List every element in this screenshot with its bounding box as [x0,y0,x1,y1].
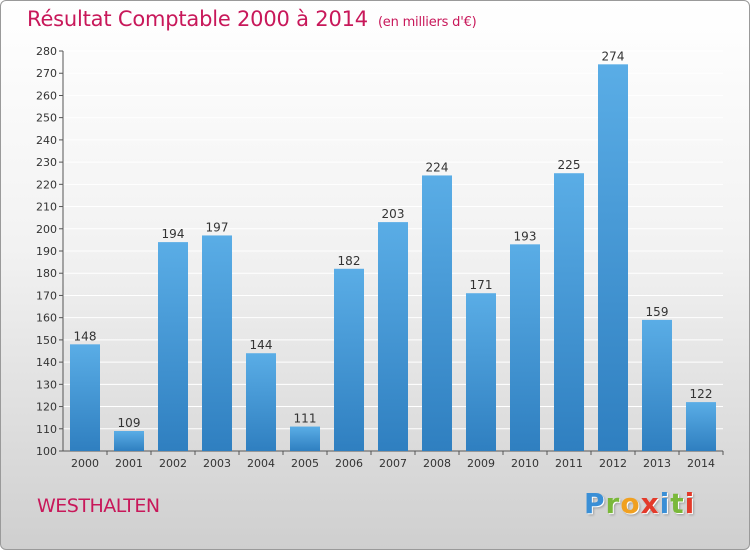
x-tick-label: 2012 [599,457,627,470]
bar-2006 [334,268,364,451]
y-tick-label: 260 [36,89,57,102]
data-labels: 148 109 194 197 144 111 182 203 224 171 193 225 274 1… [74,49,713,430]
data-label: 225 [558,158,581,172]
y-tick-labels: 100 110 120 130 140 150 160 170 180 190 200 210 220 2… [36,45,57,458]
data-label: 203 [382,207,405,221]
logo-letter: P [584,487,606,520]
bar-2011 [554,173,584,451]
data-label: 197 [206,220,229,234]
y-tick-label: 270 [36,67,57,80]
bar-2013 [642,319,672,451]
title-text: Résultat Comptable 2000 à 2014 [27,7,368,31]
y-tick-label: 160 [36,312,57,325]
data-label: 194 [162,227,185,241]
y-tick-label: 170 [36,289,57,302]
logo-letter: i [684,487,696,520]
x-tick-label: 2000 [71,457,99,470]
x-tick-label: 2011 [555,457,583,470]
data-label: 111 [294,412,317,426]
data-label: 159 [646,305,669,319]
x-tick-label: 2014 [687,457,715,470]
bar-2003 [202,235,232,451]
y-tick-label: 150 [36,334,57,347]
unit-label: (en milliers d'€) [377,15,477,30]
data-label: 224 [426,160,449,174]
bar-2002 [158,242,188,451]
chart-title: Résultat Comptable 2000 à 2014 (en millie… [27,7,477,31]
y-tick-label: 130 [36,378,57,391]
y-tick-label: 120 [36,401,57,414]
x-tick-label: 2007 [379,457,407,470]
y-tick-label: 200 [36,223,57,236]
data-label: 171 [470,278,493,292]
logo-letter: t [670,487,685,520]
x-tick-label: 2002 [159,457,187,470]
y-tick-label: 220 [36,178,57,191]
x-tick-label: 2001 [115,457,143,470]
data-label: 122 [690,387,713,401]
y-tick-label: 230 [36,156,57,169]
x-tick-label: 2006 [335,457,363,470]
x-tick-label: 2008 [423,457,451,470]
bar-2008 [422,175,452,451]
bar-2009 [466,293,496,451]
y-tick-label: 240 [36,134,57,147]
data-label: 274 [602,49,625,63]
bar-2014 [686,402,716,451]
y-tick-label: 100 [36,445,57,458]
bar-2005 [290,426,320,451]
y-tick-label: 190 [36,245,57,258]
logo-letter: x [640,487,660,520]
x-tick-label: 2009 [467,457,495,470]
y-tick-label: 180 [36,267,57,280]
logo-letter: o [620,487,641,520]
bar-2007 [378,222,408,451]
bar-2000 [70,344,100,451]
x-tick-label: 2004 [247,457,275,470]
x-tick-label: 2010 [511,457,539,470]
y-tick-label: 280 [36,45,57,58]
logo-letter: i [659,487,671,520]
bars [70,64,716,452]
data-label: 182 [338,254,361,268]
commune-name: WESTHALTEN [37,495,160,517]
proxiti-logo: Proxiti [584,487,694,523]
x-tick-label: 2005 [291,457,319,470]
bar-2004 [246,353,276,451]
data-label: 109 [118,416,141,430]
x-tick-label: 2003 [203,457,231,470]
y-tick-label: 110 [36,423,57,436]
bar-2001 [114,431,144,451]
y-tick-label: 140 [36,356,57,369]
x-tick-label: 2013 [643,457,671,470]
data-label: 144 [250,338,273,352]
bar-2012 [598,64,628,452]
logo-letter: r [605,487,621,520]
bar-2010 [510,244,540,451]
data-label: 148 [74,329,97,343]
x-tick-labels: 2000 2001 2002 2003 2004 2005 2006 2007 2008 2009… [71,457,715,470]
y-tick-label: 210 [36,201,57,214]
data-label: 193 [514,229,537,243]
y-tick-label: 250 [36,112,57,125]
